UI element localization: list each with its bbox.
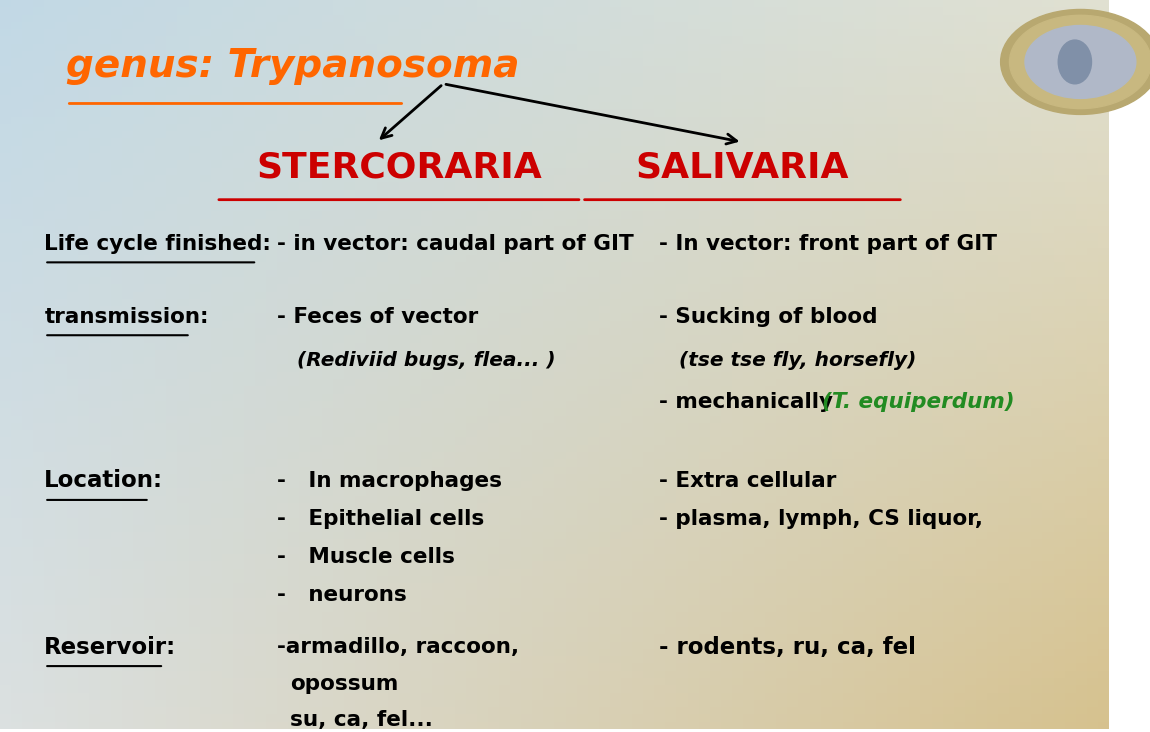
- Text: - in vector: caudal part of GIT: - in vector: caudal part of GIT: [277, 234, 634, 254]
- Text: - Extra cellular: - Extra cellular: [659, 471, 837, 491]
- Text: - Feces of vector: - Feces of vector: [277, 307, 478, 327]
- Circle shape: [1025, 26, 1136, 98]
- Text: genus: Trypanosoma: genus: Trypanosoma: [67, 47, 520, 85]
- Text: STERCORARIA: STERCORARIA: [256, 151, 542, 184]
- Text: Location:: Location:: [45, 469, 163, 493]
- Text: (tse tse fly, horsefly): (tse tse fly, horsefly): [680, 351, 917, 370]
- Text: - In vector: front part of GIT: - In vector: front part of GIT: [659, 234, 997, 254]
- Text: transmission:: transmission:: [45, 307, 209, 327]
- Text: -   neurons: - neurons: [277, 585, 407, 605]
- Text: Reservoir:: Reservoir:: [45, 635, 176, 659]
- Text: (T. equiperdum): (T. equiperdum): [822, 392, 1014, 412]
- Text: opossum: opossum: [290, 673, 399, 694]
- Text: -   Muscle cells: - Muscle cells: [277, 547, 455, 567]
- Text: su, ca, fel...: su, ca, fel...: [290, 710, 434, 730]
- Text: - rodents, ru, ca, fel: - rodents, ru, ca, fel: [659, 635, 917, 659]
- Text: -   Epithelial cells: - Epithelial cells: [277, 509, 484, 529]
- Text: - Sucking of blood: - Sucking of blood: [659, 307, 877, 327]
- Text: - mechanically: - mechanically: [659, 392, 841, 412]
- Ellipse shape: [1058, 40, 1091, 83]
- Text: (Rediviid bugs, flea... ): (Rediviid bugs, flea... ): [297, 351, 555, 370]
- Text: Life cycle finished:: Life cycle finished:: [45, 234, 271, 254]
- Text: -armadillo, raccoon,: -armadillo, raccoon,: [277, 637, 519, 657]
- Text: -   In macrophages: - In macrophages: [277, 471, 503, 491]
- Text: SALIVARIA: SALIVARIA: [636, 151, 849, 184]
- Circle shape: [1010, 15, 1150, 108]
- Circle shape: [1000, 10, 1150, 114]
- Text: - plasma, lymph, CS liquor,: - plasma, lymph, CS liquor,: [659, 509, 983, 529]
